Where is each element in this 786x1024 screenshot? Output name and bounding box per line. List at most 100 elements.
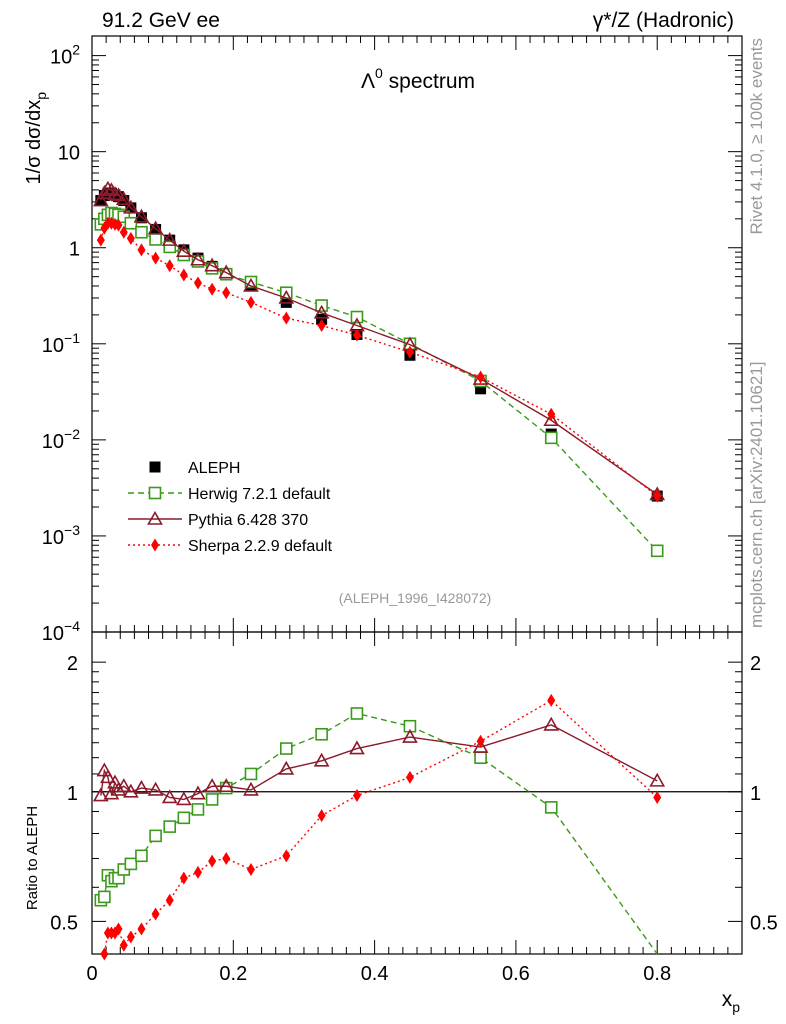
ratio-point-sherpa — [282, 849, 291, 863]
main-point-pythia — [218, 264, 235, 279]
ratio-point-sherpa — [179, 871, 188, 885]
ratio-series-pythia — [92, 716, 666, 806]
main-point-herwig — [219, 267, 233, 281]
main-point-sherpa — [114, 218, 123, 232]
ratio-point-pythia — [243, 781, 259, 796]
main-point-sherpa — [165, 259, 174, 273]
main-point-sherpa — [126, 231, 135, 245]
main-point-pythia — [313, 304, 330, 319]
legend-marker-sherpa — [151, 538, 159, 552]
main-point-pythia — [147, 220, 164, 235]
ratio-point-sherpa — [547, 693, 556, 707]
ratio-point-pythia — [110, 781, 127, 796]
main-y-tick-label: 10 — [58, 143, 80, 165]
ratio-panel: 2 21 10.5 0.5 0 0.2 0.4 0.6 0.8 Ratio to ALEPH … — [24, 631, 778, 1015]
ratio-point-herwig — [98, 890, 111, 904]
ratio-point-herwig — [315, 727, 328, 741]
main-point-pythia — [96, 185, 113, 199]
analysis-watermark: (ALEPH_1996_I428072) — [339, 590, 492, 606]
legend-label-aleph: ALEPH — [188, 460, 240, 477]
ratio-point-sherpa — [208, 854, 217, 868]
main-point-pythia — [243, 277, 259, 292]
main-point-aleph — [135, 212, 147, 224]
ratio-point-herwig — [544, 801, 558, 814]
main-series-sherpa — [96, 216, 662, 503]
x-tick-label: 0.6 — [502, 963, 530, 985]
main-point-herwig — [124, 216, 138, 230]
legend-marker-pythia — [147, 510, 163, 525]
main-point-sherpa — [193, 276, 202, 290]
ratio-point-pythia — [278, 760, 295, 775]
ratio-point-herwig — [124, 857, 138, 871]
process-label: γ*/Z (Hadronic) — [593, 9, 734, 32]
ratio-point-pythia — [649, 772, 666, 787]
ratio-point-pythia — [349, 740, 365, 755]
ratio-y-tick-label-right: 0.5 — [750, 912, 778, 934]
main-series-herwig — [94, 206, 664, 558]
ratio-point-sherpa — [193, 865, 202, 879]
ratio-point-pythia — [107, 774, 123, 789]
main-point-herwig — [244, 275, 258, 289]
ratio-series-sherpa — [100, 693, 662, 961]
main-point-herwig — [149, 233, 162, 246]
ratio-y-axis-label: Ratio to ALEPH — [24, 806, 41, 910]
ratio-point-pythia — [218, 778, 235, 793]
main-point-pythia — [115, 191, 132, 206]
main-point-pythia — [122, 199, 139, 214]
ratio-y-tick-label-right: 1 — [750, 783, 761, 805]
main-point-pythia — [190, 251, 206, 266]
ratio-point-herwig — [474, 751, 487, 764]
ratio-y-tick-label: 1 — [67, 783, 78, 805]
ratio-point-herwig — [149, 829, 162, 843]
main-point-pythia — [107, 186, 123, 201]
ratio-point-sherpa — [165, 893, 174, 907]
main-point-sherpa — [405, 345, 414, 359]
x-tick-label: 0 — [86, 963, 97, 985]
ratio-point-pythia — [175, 791, 192, 806]
ratio-x-axis: 0 0.2 0.4 0.6 0.8 — [86, 632, 743, 985]
legend-label-sherpa: Sherpa 2.2.9 default — [188, 538, 333, 555]
ratio-point-pythia — [472, 738, 489, 753]
main-series-layer — [92, 180, 666, 558]
ratio-line-herwig — [100, 712, 658, 955]
energy-label: 91.2 GeV ee — [102, 9, 220, 32]
ratio-point-herwig — [279, 742, 293, 755]
ratio-point-herwig — [177, 811, 191, 825]
ratio-point-pythia — [313, 752, 330, 767]
title-symbol: Λ — [361, 70, 375, 93]
ratio-point-pythia — [133, 779, 150, 794]
main-point-sherpa — [96, 233, 105, 247]
main-point-sherpa — [208, 282, 217, 296]
main-point-pythia — [161, 232, 178, 246]
main-point-sherpa — [151, 251, 160, 265]
main-line-sherpa — [100, 222, 658, 497]
ratio-point-sherpa — [653, 790, 662, 804]
main-point-pythia — [543, 412, 560, 427]
main-point-sherpa — [317, 319, 326, 333]
main-y-tick-label: 10−2 — [42, 426, 80, 453]
main-point-sherpa — [476, 370, 485, 384]
main-line-herwig — [100, 212, 658, 552]
main-y-tick-label: 10−1 — [42, 330, 80, 357]
ratio-point-sherpa — [476, 734, 485, 748]
ratio-point-pythia — [115, 778, 132, 793]
main-point-pythia — [278, 289, 295, 304]
main-point-sherpa — [282, 311, 291, 325]
ratio-point-herwig — [191, 803, 205, 816]
ratio-point-sherpa — [246, 862, 255, 876]
ratio-point-sherpa — [119, 938, 128, 952]
main-y-axis: 102 10 1 10−1 10−2 10−3 10−4 — [42, 42, 742, 645]
legend-label-pythia: Pythia 6.428 370 — [188, 512, 308, 529]
ratio-point-herwig — [135, 849, 148, 863]
ratio-point-sherpa — [405, 770, 414, 784]
main-point-pythia — [92, 192, 109, 207]
ratio-point-pythia — [103, 785, 120, 800]
title-text: spectrum — [389, 70, 475, 93]
ratio-point-sherpa — [126, 930, 135, 944]
main-point-sherpa — [137, 243, 146, 257]
ratio-point-herwig — [163, 820, 177, 833]
x-axis-label: xp — [722, 988, 741, 1015]
main-series-pythia — [92, 180, 666, 501]
x-tick-label: 0.4 — [361, 963, 389, 985]
